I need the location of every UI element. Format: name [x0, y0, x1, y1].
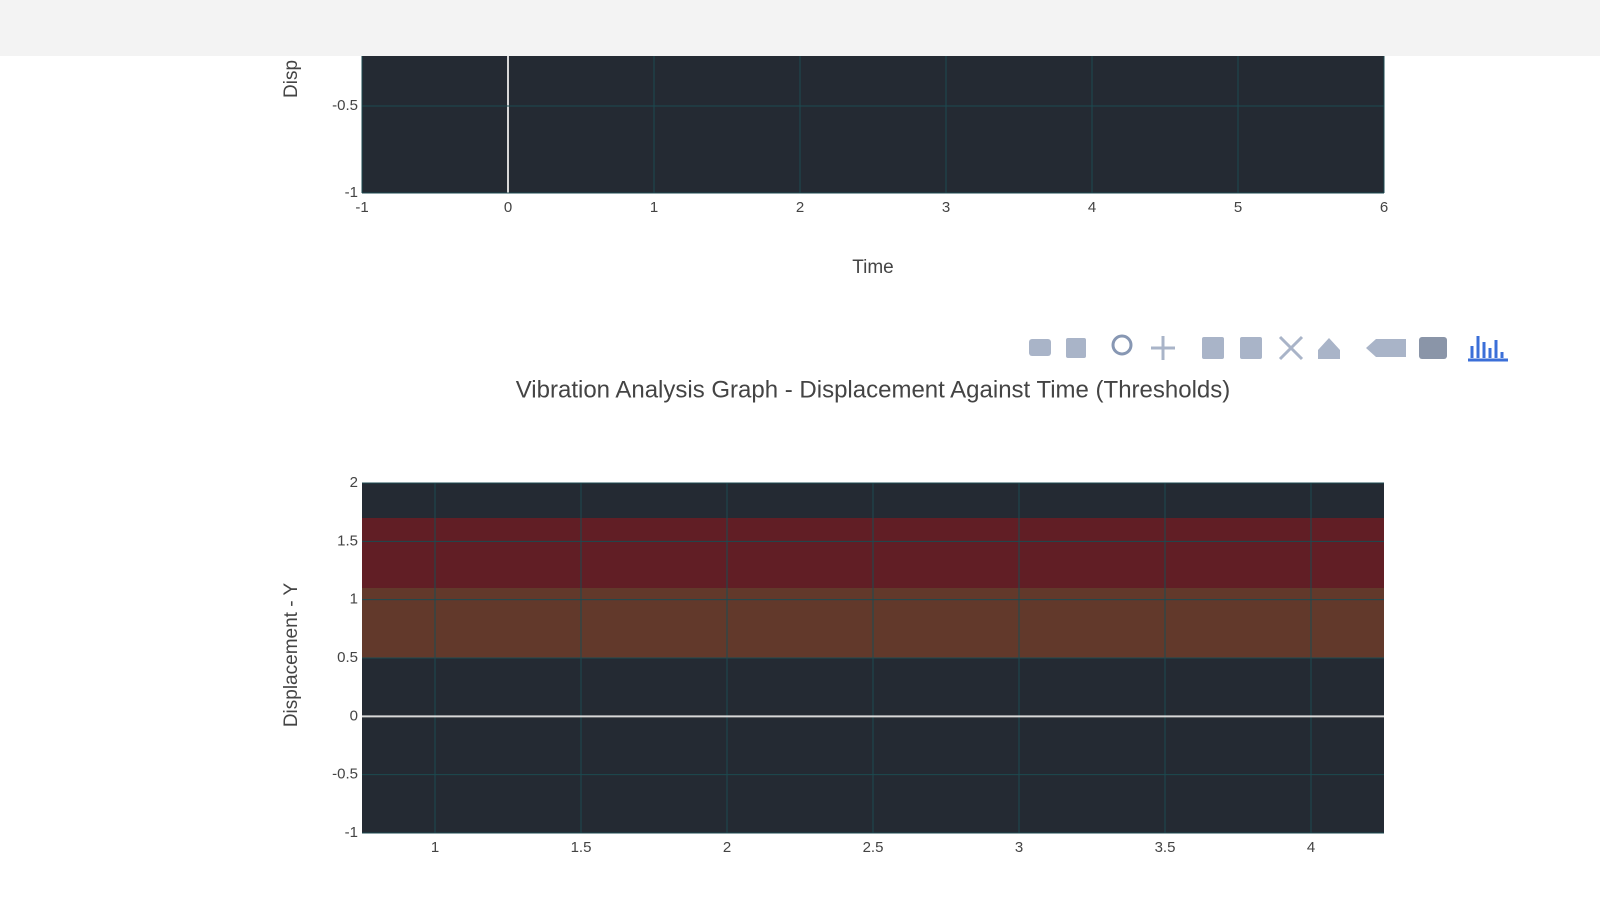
zoom-in-icon[interactable] — [1202, 337, 1224, 359]
x-tick-label: 0 — [504, 199, 512, 216]
x-tick-label: 2.5 — [863, 839, 884, 856]
x-tick-label: 4 — [1307, 839, 1315, 856]
pan-icon[interactable] — [1151, 336, 1175, 360]
hover-icon[interactable] — [1419, 337, 1447, 359]
x-tick-label: -1 — [355, 199, 368, 216]
save-icon[interactable] — [1066, 338, 1086, 358]
y-axis-title: Displacement - Y — [281, 583, 302, 728]
x-tick-label: 3 — [942, 199, 950, 216]
chart-title: Vibration Analysis Graph - Displacement … — [516, 376, 1231, 403]
x-tick-label: 6 — [1380, 199, 1388, 216]
x-tick-label: 3.5 — [1155, 839, 1176, 856]
y-tick-label: -1 — [345, 824, 358, 841]
modebar — [1029, 334, 1508, 362]
y-tick-label: 2 — [350, 474, 358, 491]
x-tick-label: 1 — [650, 199, 658, 216]
x-tick-label: 1 — [431, 839, 439, 856]
x-tick-label: 3 — [1015, 839, 1023, 856]
x-tick-label: 4 — [1088, 199, 1096, 216]
zoom-icon[interactable] — [1111, 334, 1133, 356]
y-tick-label: 1 — [350, 591, 358, 608]
x-tick-label: 2 — [796, 199, 804, 216]
y-tick-label: -0.5 — [332, 97, 358, 114]
autoscale-icon[interactable] — [1278, 335, 1304, 361]
x-tick-label: 5 — [1234, 199, 1242, 216]
x-tick-label: 1.5 — [571, 839, 592, 856]
home-icon[interactable] — [1318, 338, 1340, 359]
y-tick-label: -1 — [345, 184, 358, 201]
top-bar — [0, 0, 1600, 56]
spike-icon[interactable] — [1366, 339, 1406, 357]
x-tick-label: 2 — [723, 839, 731, 856]
zoom-out-icon[interactable] — [1240, 337, 1262, 359]
plotly-logo[interactable] — [1468, 336, 1508, 362]
y-tick-label: -0.5 — [332, 766, 358, 783]
plots: -1 0 1 2 3 4 5 6 -1 -0.5 Time Disp 1 1.5 2 2.5 3 3.5 4 -1 -0… — [281, 0, 1388, 856]
camera-icon[interactable] — [1029, 339, 1051, 356]
y-tick-label: 0 — [350, 707, 358, 724]
y-tick-label: 0.5 — [337, 649, 358, 666]
y-tick-label: 1.5 — [337, 532, 358, 549]
y-axis-title: Disp — [281, 60, 302, 98]
x-axis-title: Time — [852, 257, 894, 278]
